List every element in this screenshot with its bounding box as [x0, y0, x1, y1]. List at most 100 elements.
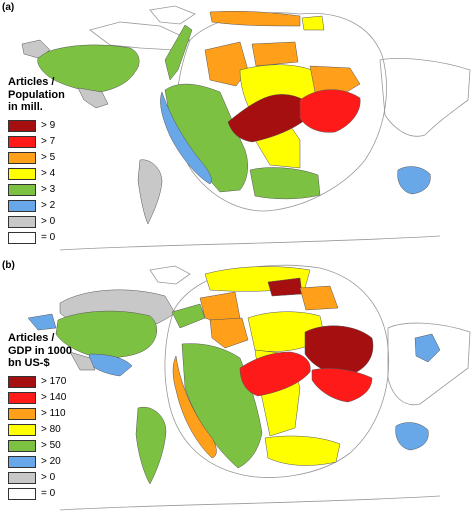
legend-item: > 7 [8, 134, 65, 150]
asia-outline [387, 322, 471, 406]
legend-title-b: Articles / GDP in 1000 bn US-$ [8, 332, 72, 370]
legend-swatch [8, 231, 36, 244]
legend-title-line: Articles / [8, 332, 55, 344]
region-sweden [309, 65, 361, 97]
europe-outline [164, 264, 390, 478]
legend-label: > 9 [41, 120, 56, 131]
legend-label: > 0 [41, 216, 56, 227]
region-sweden [311, 368, 373, 403]
legend-swatch [8, 407, 36, 420]
europe-outline [176, 12, 387, 212]
legend-label: > 110 [41, 408, 66, 419]
legend-label: > 4 [41, 168, 56, 179]
antarctica-outline [59, 235, 441, 251]
legend-label: > 80 [41, 424, 61, 435]
legend-title-a: Articles / Population in mill. [8, 76, 65, 114]
antarctica-outline [59, 495, 441, 511]
region-australia [395, 422, 429, 451]
region-switzerland [239, 351, 311, 397]
panel-b: (b) Articles / GDP in 1000 bn US-$ > 170… [0, 258, 474, 515]
region-australia [397, 166, 431, 195]
region-spain [160, 91, 212, 185]
region-south-america [135, 406, 167, 485]
legend-item: > 0 [8, 214, 65, 230]
cartogram-map-b [27, 264, 471, 511]
legend-swatch [8, 151, 36, 164]
region-switzerland [227, 94, 311, 143]
region-usa [55, 310, 157, 359]
panel-a: (a) Articles / Population in mill. > 9 > … [0, 0, 474, 257]
region-uk [164, 24, 193, 81]
legend-items-a: > 9 > 7 > 5 > 4 > 3 > 2 > 0 = 0 [8, 118, 65, 246]
legend-item: > 140 [8, 390, 72, 406]
legend-item: > 110 [8, 406, 72, 422]
legend-items-b: > 170 > 140 > 110 > 80 > 50 > 20 > 0 = 0 [8, 374, 72, 502]
legend-swatch [8, 215, 36, 228]
legend-label: > 140 [41, 392, 67, 403]
legend-swatch [8, 199, 36, 212]
legend-label: = 0 [41, 488, 56, 499]
greenland-outline [149, 265, 191, 285]
legend-item: > 2 [8, 198, 65, 214]
legend-item: > 80 [8, 422, 72, 438]
region-finland [301, 15, 325, 31]
region-norway-sweden [209, 10, 301, 27]
panel-label-a: (a) [2, 2, 15, 13]
legend-item: > 20 [8, 454, 72, 470]
legend-title-line: in mill. [8, 101, 43, 113]
legend-b: Articles / GDP in 1000 bn US-$ > 170 > 14… [8, 332, 72, 502]
legend-title-line: GDP in 1000 [8, 344, 72, 357]
region-japan [414, 333, 441, 363]
legend-a: Articles / Population in mill. > 9 > 7 > 5… [8, 76, 65, 246]
legend-swatch [8, 455, 36, 468]
legend-swatch [8, 167, 36, 180]
legend-item: > 0 [8, 470, 72, 486]
legend-title-line: bn US-$ [8, 357, 50, 369]
legend-swatch [8, 183, 36, 196]
region-italy [264, 435, 341, 466]
legend-swatch [8, 119, 36, 132]
legend-swatch [8, 487, 36, 500]
legend-label: > 7 [41, 136, 56, 147]
region-benelux [209, 317, 249, 349]
region-usa-south [87, 353, 133, 377]
region-mexico [69, 351, 96, 371]
legend-item: > 3 [8, 182, 65, 198]
legend-swatch [8, 391, 36, 404]
region-ireland [171, 303, 206, 329]
region-canada-west [27, 313, 57, 331]
region-alaska [21, 39, 51, 59]
legend-label: > 170 [41, 376, 67, 387]
legend-item: > 50 [8, 438, 72, 454]
legend-label: > 20 [41, 456, 61, 467]
region-south-america [137, 159, 163, 225]
region-italy [249, 167, 321, 200]
legend-label: > 3 [41, 184, 56, 195]
region-denmark [304, 325, 374, 375]
legend-item: = 0 [8, 486, 72, 502]
legend-swatch [8, 423, 36, 436]
cartogram-map-a [21, 5, 471, 251]
legend-item: > 4 [8, 166, 65, 182]
legend-item: > 9 [8, 118, 65, 134]
asia-outline [379, 58, 471, 137]
legend-title-line: Articles / [8, 76, 55, 88]
legend-item: = 0 [8, 230, 65, 246]
region-finland [299, 285, 339, 311]
region-usa [37, 44, 140, 93]
legend-item: > 170 [8, 374, 72, 390]
legend-label: > 5 [41, 152, 56, 163]
legend-swatch [8, 471, 36, 484]
legend-label: = 0 [41, 232, 56, 243]
legend-swatch [8, 439, 36, 452]
legend-item: > 5 [8, 150, 65, 166]
region-spain [172, 355, 217, 459]
region-mexico [77, 87, 109, 109]
legend-label: > 0 [41, 472, 56, 483]
greenland-outline [149, 5, 196, 25]
region-sweden-red [299, 89, 361, 133]
legend-label: > 2 [41, 200, 56, 211]
legend-swatch [8, 375, 36, 388]
region-denmark [251, 41, 299, 67]
legend-label: > 50 [41, 440, 61, 451]
